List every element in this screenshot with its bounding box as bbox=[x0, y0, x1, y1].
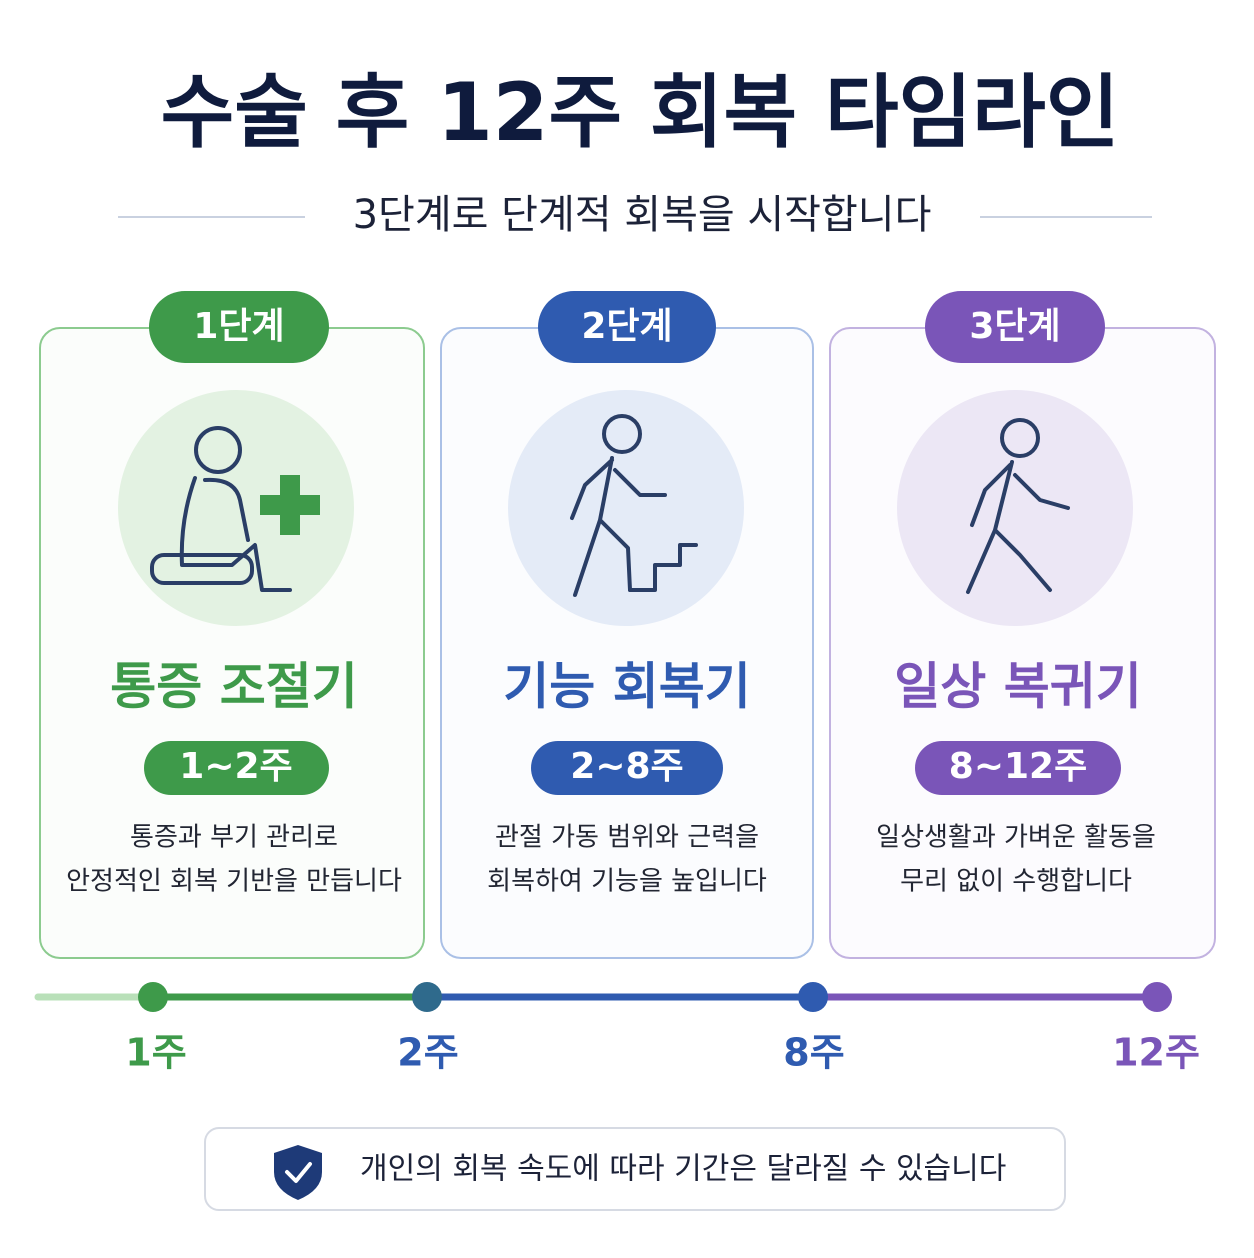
title: 수술 후 12주 회복 타임라인 bbox=[161, 66, 1120, 159]
stage-name: 기능 회복기 bbox=[503, 658, 750, 716]
timeline-label: 12주 bbox=[1112, 1031, 1200, 1075]
stage-card: 3단계 일상 복귀기 8~12주 일상생활과 가벼운 활동을 무리 없이 수행합… bbox=[829, 291, 1216, 959]
note-text: 개인의 회복 속도에 따라 기간은 달라질 수 있습니다 bbox=[360, 1152, 1006, 1187]
shield-icon bbox=[274, 1145, 322, 1200]
stage-description: 관절 가동 범위와 근력을 bbox=[495, 823, 759, 853]
timeline-label: 8주 bbox=[783, 1031, 844, 1075]
stage-description: 무리 없이 수행합니다 bbox=[900, 867, 1132, 897]
sitting-icon bbox=[150, 426, 292, 592]
subtitle: 3단계로 단계적 회복을 시작합니다 bbox=[353, 192, 932, 238]
stage-name: 통증 조절기 bbox=[110, 658, 357, 716]
walking-icon bbox=[966, 418, 1070, 594]
stage-badge: 1단계 bbox=[193, 306, 284, 347]
stage-description: 일상생활과 가벼운 활동을 bbox=[876, 823, 1156, 853]
stage-description: 통증과 부기 관리로 bbox=[130, 823, 338, 853]
stage-card: 1단계 통증 조절기 1~2주 통증과 부기 관리로 안정적인 회복 기반을 만… bbox=[39, 291, 425, 959]
stage-duration: 1~2주 bbox=[179, 746, 292, 787]
stage-name: 일상 복귀기 bbox=[894, 658, 1141, 716]
stage-description: 회복하여 기능을 높입니다 bbox=[487, 867, 767, 897]
stage-duration: 2~8주 bbox=[570, 746, 683, 787]
stage-duration: 8~12주 bbox=[949, 746, 1087, 787]
stage-badge: 2단계 bbox=[581, 306, 672, 347]
timeline: 1주 2주 8주 12주 bbox=[34, 982, 1200, 1075]
plus-icon bbox=[260, 475, 320, 535]
stage-description: 안정적인 회복 기반을 만듭니다 bbox=[66, 867, 402, 897]
note-box: 개인의 회복 속도에 따라 기간은 달라질 수 있습니다 bbox=[204, 1127, 1066, 1211]
stage-card: 2단계 기능 회복기 2~8주 관절 가동 범위와 근력을 회복하여 기능을 높… bbox=[440, 291, 814, 959]
stage-badge: 3단계 bbox=[969, 306, 1060, 347]
timeline-label: 1주 bbox=[125, 1031, 186, 1075]
stairs-icon bbox=[570, 414, 698, 597]
timeline-label: 2주 bbox=[397, 1031, 458, 1075]
